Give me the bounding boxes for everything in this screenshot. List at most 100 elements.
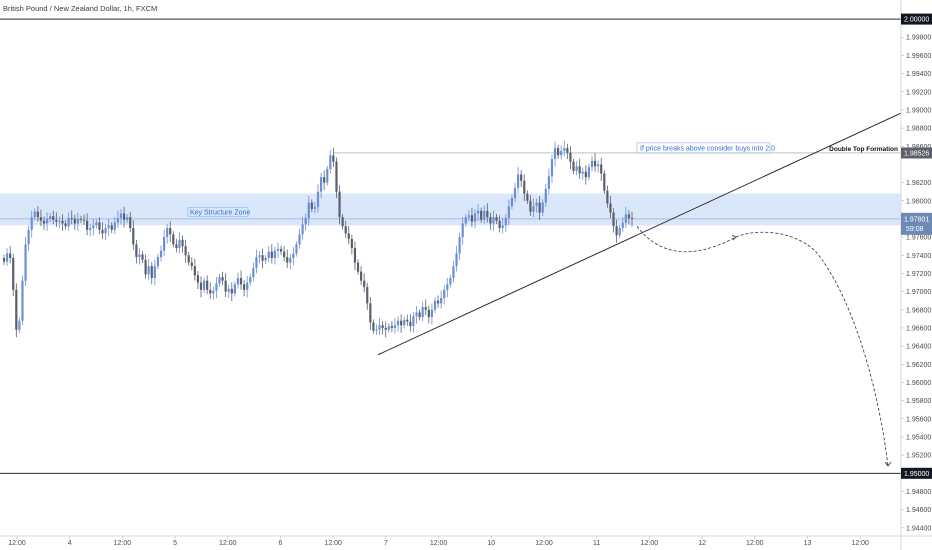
candle-body bbox=[70, 218, 73, 219]
candle-body bbox=[501, 225, 504, 229]
candle-body bbox=[446, 284, 449, 290]
candle-body bbox=[132, 228, 135, 245]
time-tick-label: 7 bbox=[384, 540, 388, 547]
candle-body bbox=[178, 239, 181, 249]
price-tick-label: 1.99600 bbox=[906, 53, 931, 60]
candle-body bbox=[400, 320, 403, 326]
candle-body bbox=[415, 312, 418, 317]
price-tag-countdown: 59:08 bbox=[906, 226, 924, 233]
candle-body bbox=[193, 266, 196, 276]
candles bbox=[2, 140, 634, 338]
projection-path[interactable] bbox=[636, 225, 889, 467]
candle-body bbox=[424, 307, 427, 310]
candle-body bbox=[24, 244, 27, 281]
candle-body bbox=[627, 214, 631, 219]
time-axis[interactable]: 12:00 4 12:00 5 12:00 6 12:00 7 12:00 10 12:00 11 12… bbox=[8, 536, 869, 547]
price-tick-label: 1.98600 bbox=[906, 144, 931, 151]
candle-body bbox=[236, 277, 240, 285]
price-tick-label: 1.99800 bbox=[906, 35, 931, 42]
candle-body bbox=[366, 287, 369, 304]
candle-body bbox=[507, 206, 510, 219]
candle-body bbox=[289, 258, 292, 263]
candle-body bbox=[64, 223, 67, 227]
time-tick-label: 12 bbox=[698, 540, 706, 547]
price-axis[interactable]: 1.99800 1.99600 1.99400 1.99200 1.99000 1.988… bbox=[901, 35, 931, 533]
candle-body bbox=[341, 217, 344, 227]
candle-body bbox=[307, 202, 310, 219]
candle-body bbox=[326, 168, 329, 183]
candle-body bbox=[387, 326, 390, 330]
candle-body bbox=[393, 325, 397, 328]
candle-body bbox=[202, 280, 206, 290]
price-tick-label: 1.99200 bbox=[906, 89, 931, 96]
price-tag-current-bg bbox=[901, 212, 932, 235]
candle-body bbox=[427, 309, 430, 318]
candle-body bbox=[572, 161, 575, 171]
candle-body bbox=[258, 255, 261, 258]
candle-body bbox=[566, 148, 569, 153]
time-tick-label: 12:00 bbox=[851, 540, 869, 547]
candle-body bbox=[473, 213, 477, 222]
price-tag-double-top: 1.98526 bbox=[904, 150, 929, 157]
candle-body bbox=[547, 176, 550, 189]
candle-body bbox=[560, 150, 563, 156]
time-tick-label: 6 bbox=[279, 540, 283, 547]
candle-body bbox=[590, 160, 594, 168]
candle-body bbox=[510, 198, 514, 207]
price-tick-label: 1.95600 bbox=[906, 416, 931, 423]
candle-body bbox=[403, 319, 406, 326]
time-tick-label: 12:00 bbox=[8, 540, 26, 547]
candle-body bbox=[520, 174, 523, 181]
candle-body bbox=[593, 160, 597, 167]
candle-body bbox=[350, 238, 353, 249]
candle-body bbox=[575, 166, 578, 171]
candle-body bbox=[45, 218, 49, 224]
candle-body bbox=[110, 225, 113, 230]
candle-body bbox=[122, 213, 126, 220]
candle-body bbox=[483, 210, 486, 220]
buy-note: If price breaks above consider buys into… bbox=[640, 145, 775, 152]
candle-body bbox=[233, 284, 236, 294]
candle-body bbox=[12, 258, 15, 290]
time-tick-label: 12:00 bbox=[219, 540, 237, 547]
key-structure-zone[interactable] bbox=[0, 193, 901, 226]
candle-body bbox=[141, 254, 144, 260]
candle-body bbox=[5, 253, 9, 262]
candle-body bbox=[86, 220, 89, 230]
candle-body bbox=[557, 148, 560, 156]
candle-body bbox=[301, 224, 304, 235]
price-tick-label: 1.97000 bbox=[906, 289, 931, 296]
candle-body bbox=[470, 215, 474, 222]
candle-body bbox=[504, 218, 507, 226]
candle-body bbox=[249, 277, 252, 283]
candle-body bbox=[292, 253, 295, 259]
candle-body bbox=[464, 217, 467, 224]
candle-body bbox=[199, 282, 203, 290]
candle-body bbox=[36, 211, 39, 218]
candle-body bbox=[480, 210, 483, 220]
trend-line[interactable] bbox=[377, 112, 902, 356]
price-tag-bottom-bg bbox=[901, 467, 932, 479]
candle-body bbox=[166, 228, 169, 238]
candle-body bbox=[224, 280, 227, 292]
candle-body bbox=[329, 155, 332, 169]
candle-body bbox=[52, 216, 55, 220]
candle-body bbox=[529, 200, 532, 212]
candle-body bbox=[273, 250, 277, 259]
candle-body bbox=[246, 282, 249, 290]
candle-body bbox=[535, 202, 538, 207]
candle-body bbox=[126, 217, 129, 220]
candle-body bbox=[489, 217, 492, 224]
candle-body bbox=[264, 258, 267, 261]
candle-body bbox=[544, 188, 547, 203]
candle-body bbox=[578, 166, 581, 174]
price-tick-label: 1.95400 bbox=[906, 434, 931, 441]
candle-body bbox=[609, 203, 612, 213]
candle-body bbox=[89, 228, 92, 230]
candle-body bbox=[467, 215, 470, 218]
candle-body bbox=[73, 218, 76, 224]
candle-body bbox=[498, 220, 501, 229]
candle-body bbox=[359, 271, 363, 281]
candle-body bbox=[532, 206, 535, 212]
